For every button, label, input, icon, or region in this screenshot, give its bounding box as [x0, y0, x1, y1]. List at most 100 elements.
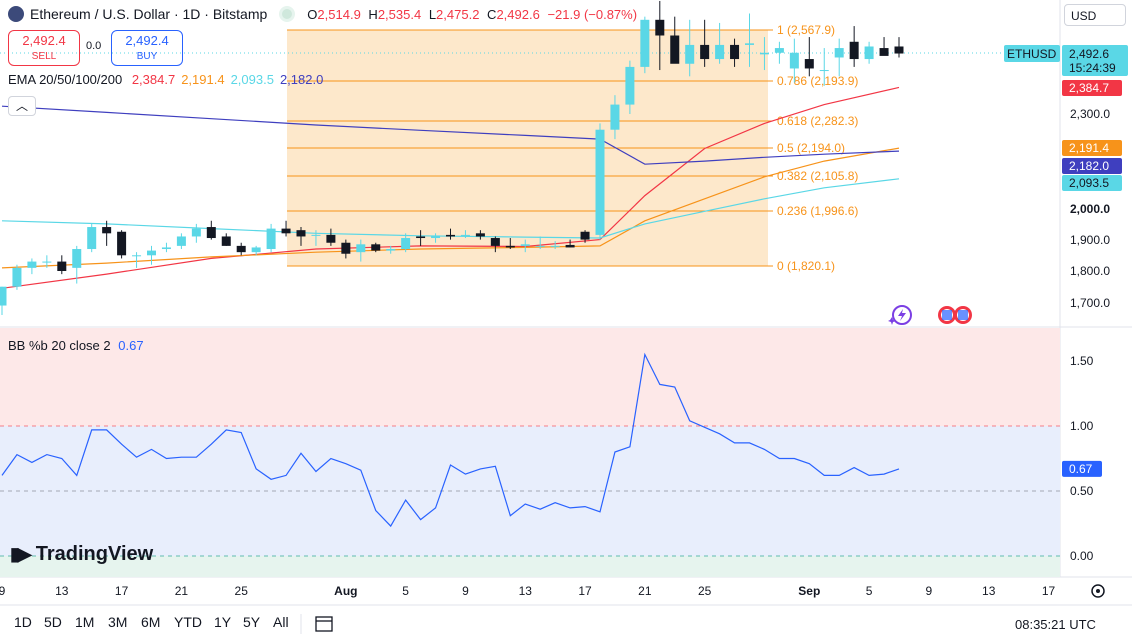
candle-body[interactable] [774, 48, 784, 53]
candle-body[interactable] [221, 236, 231, 246]
currency-selector[interactable]: USD [1064, 4, 1126, 26]
symbol-title[interactable]: Ethereum / U.S. Dollar · 1D · Bitstamp [30, 6, 268, 22]
candle-body[interactable] [102, 227, 112, 234]
candle-body[interactable] [550, 245, 560, 247]
date-range-icon[interactable] [315, 616, 333, 632]
candle-body[interactable] [595, 129, 605, 235]
price-tick-label: 1,800.0 [1070, 264, 1110, 278]
candle-body[interactable] [789, 52, 799, 69]
candle-body[interactable] [804, 59, 814, 69]
candle-body[interactable] [401, 238, 411, 250]
us-flag-icon[interactable] [954, 306, 972, 324]
candle-body[interactable] [72, 249, 82, 268]
candle-body[interactable] [475, 233, 485, 237]
candle-body[interactable] [640, 19, 650, 67]
candle-body[interactable] [251, 247, 261, 253]
candle-body[interactable] [685, 44, 695, 64]
ema-20-line[interactable] [1, 86, 900, 289]
fib-level-label: 0.618 (2,282.3) [777, 114, 858, 128]
candle-body[interactable] [147, 250, 156, 256]
candle-body[interactable] [849, 41, 859, 60]
timeframe-button[interactable]: 6M [141, 614, 161, 630]
collapse-legend-button[interactable]: ︿ [8, 96, 36, 116]
market-status-icon[interactable] [279, 6, 296, 22]
timeframe-button[interactable]: 5Y [243, 614, 261, 630]
candle-body[interactable] [745, 43, 754, 45]
candle-body[interactable] [490, 238, 500, 246]
candle-body[interactable] [431, 236, 441, 239]
candle-body[interactable] [879, 48, 889, 56]
candle-body[interactable] [236, 245, 246, 253]
candle-body[interactable] [12, 267, 22, 287]
candle-body[interactable] [565, 244, 575, 248]
timeframe-button[interactable]: All [273, 614, 289, 630]
candle-body[interactable] [341, 242, 351, 254]
candle-body[interactable] [266, 228, 276, 250]
candle-body[interactable] [670, 35, 680, 64]
ema-50-line[interactable] [1, 147, 900, 269]
candle-body[interactable] [176, 236, 186, 246]
candle-body[interactable] [655, 19, 665, 36]
timeframe-button[interactable]: 3M [108, 614, 128, 630]
candle-body[interactable] [520, 244, 530, 246]
time-tick-label: 13 [519, 584, 533, 598]
candle-body[interactable] [281, 228, 291, 234]
symbol-tag-label: ETHUSD [1007, 47, 1057, 61]
candle-body[interactable] [371, 244, 381, 251]
candle-body[interactable] [446, 234, 455, 237]
ema-legend[interactable]: EMA 20/50/100/200 2,384.7 2,191.4 2,093.5 2… [8, 72, 323, 87]
us-flag-icon[interactable] [938, 306, 956, 324]
candle-body[interactable] [117, 231, 127, 256]
candle-body[interactable] [505, 245, 515, 248]
candle-body[interactable] [57, 261, 67, 271]
clock[interactable]: 08:35:21 UTC [1015, 617, 1096, 632]
candle-body[interactable] [132, 255, 142, 257]
candle-body[interactable] [0, 286, 7, 306]
candle-body[interactable] [161, 247, 171, 250]
timeframe-button[interactable]: 1D [14, 614, 32, 630]
candle-body[interactable] [864, 46, 874, 60]
timeframe-button[interactable]: 1M [75, 614, 95, 630]
candle-body[interactable] [311, 234, 321, 236]
candle-body[interactable] [610, 104, 620, 130]
bb-tick-label: 0.00 [1070, 549, 1094, 563]
candle-body[interactable] [715, 44, 725, 60]
candle-body[interactable] [700, 44, 710, 60]
candle-body[interactable] [460, 234, 470, 236]
candle-body[interactable] [535, 245, 545, 247]
candle-body[interactable] [356, 244, 366, 253]
candle-body[interactable] [326, 234, 336, 243]
gear-icon[interactable] [1091, 584, 1105, 598]
buy-button[interactable]: 2,492.4 BUY [111, 30, 183, 66]
lightning-icon[interactable] [888, 305, 912, 325]
candle-body[interactable] [416, 236, 426, 239]
candle-body[interactable] [386, 249, 396, 251]
candle-body[interactable] [206, 227, 216, 239]
candle-body[interactable] [819, 70, 829, 72]
time-tick-label: 17 [578, 584, 592, 598]
candle-body[interactable] [87, 227, 97, 250]
bb-percent-b-line[interactable] [1, 352, 900, 528]
tradingview-logo[interactable]: ▮▶ TradingView [10, 543, 153, 566]
candle-body[interactable] [834, 48, 844, 58]
candle-body[interactable] [27, 261, 37, 268]
candle-body[interactable] [580, 231, 590, 240]
ema-200-line[interactable] [1, 105, 900, 165]
bb-tick-label: 1.00 [1070, 419, 1094, 433]
candle-body[interactable] [730, 44, 740, 60]
timeframe-button[interactable]: 5D [44, 614, 62, 630]
indicator-legend[interactable]: BB %b 20 close 2 0.67 [8, 338, 144, 353]
candle-body[interactable] [894, 46, 904, 54]
bb-tick-label: 1.50 [1070, 354, 1094, 368]
timeframe-button[interactable]: YTD [174, 614, 202, 630]
candle-body[interactable] [296, 230, 306, 237]
candle-body[interactable] [42, 261, 52, 263]
candle-body[interactable] [625, 66, 635, 105]
ema-100-line[interactable] [1, 178, 900, 239]
candle-body[interactable] [759, 52, 769, 55]
fib-level-label: 0.236 (1,996.6) [777, 204, 858, 218]
sell-button[interactable]: 2,492.4 SELL [8, 30, 80, 66]
timeframe-button[interactable]: 1Y [214, 614, 232, 630]
candle-body[interactable] [191, 228, 201, 237]
